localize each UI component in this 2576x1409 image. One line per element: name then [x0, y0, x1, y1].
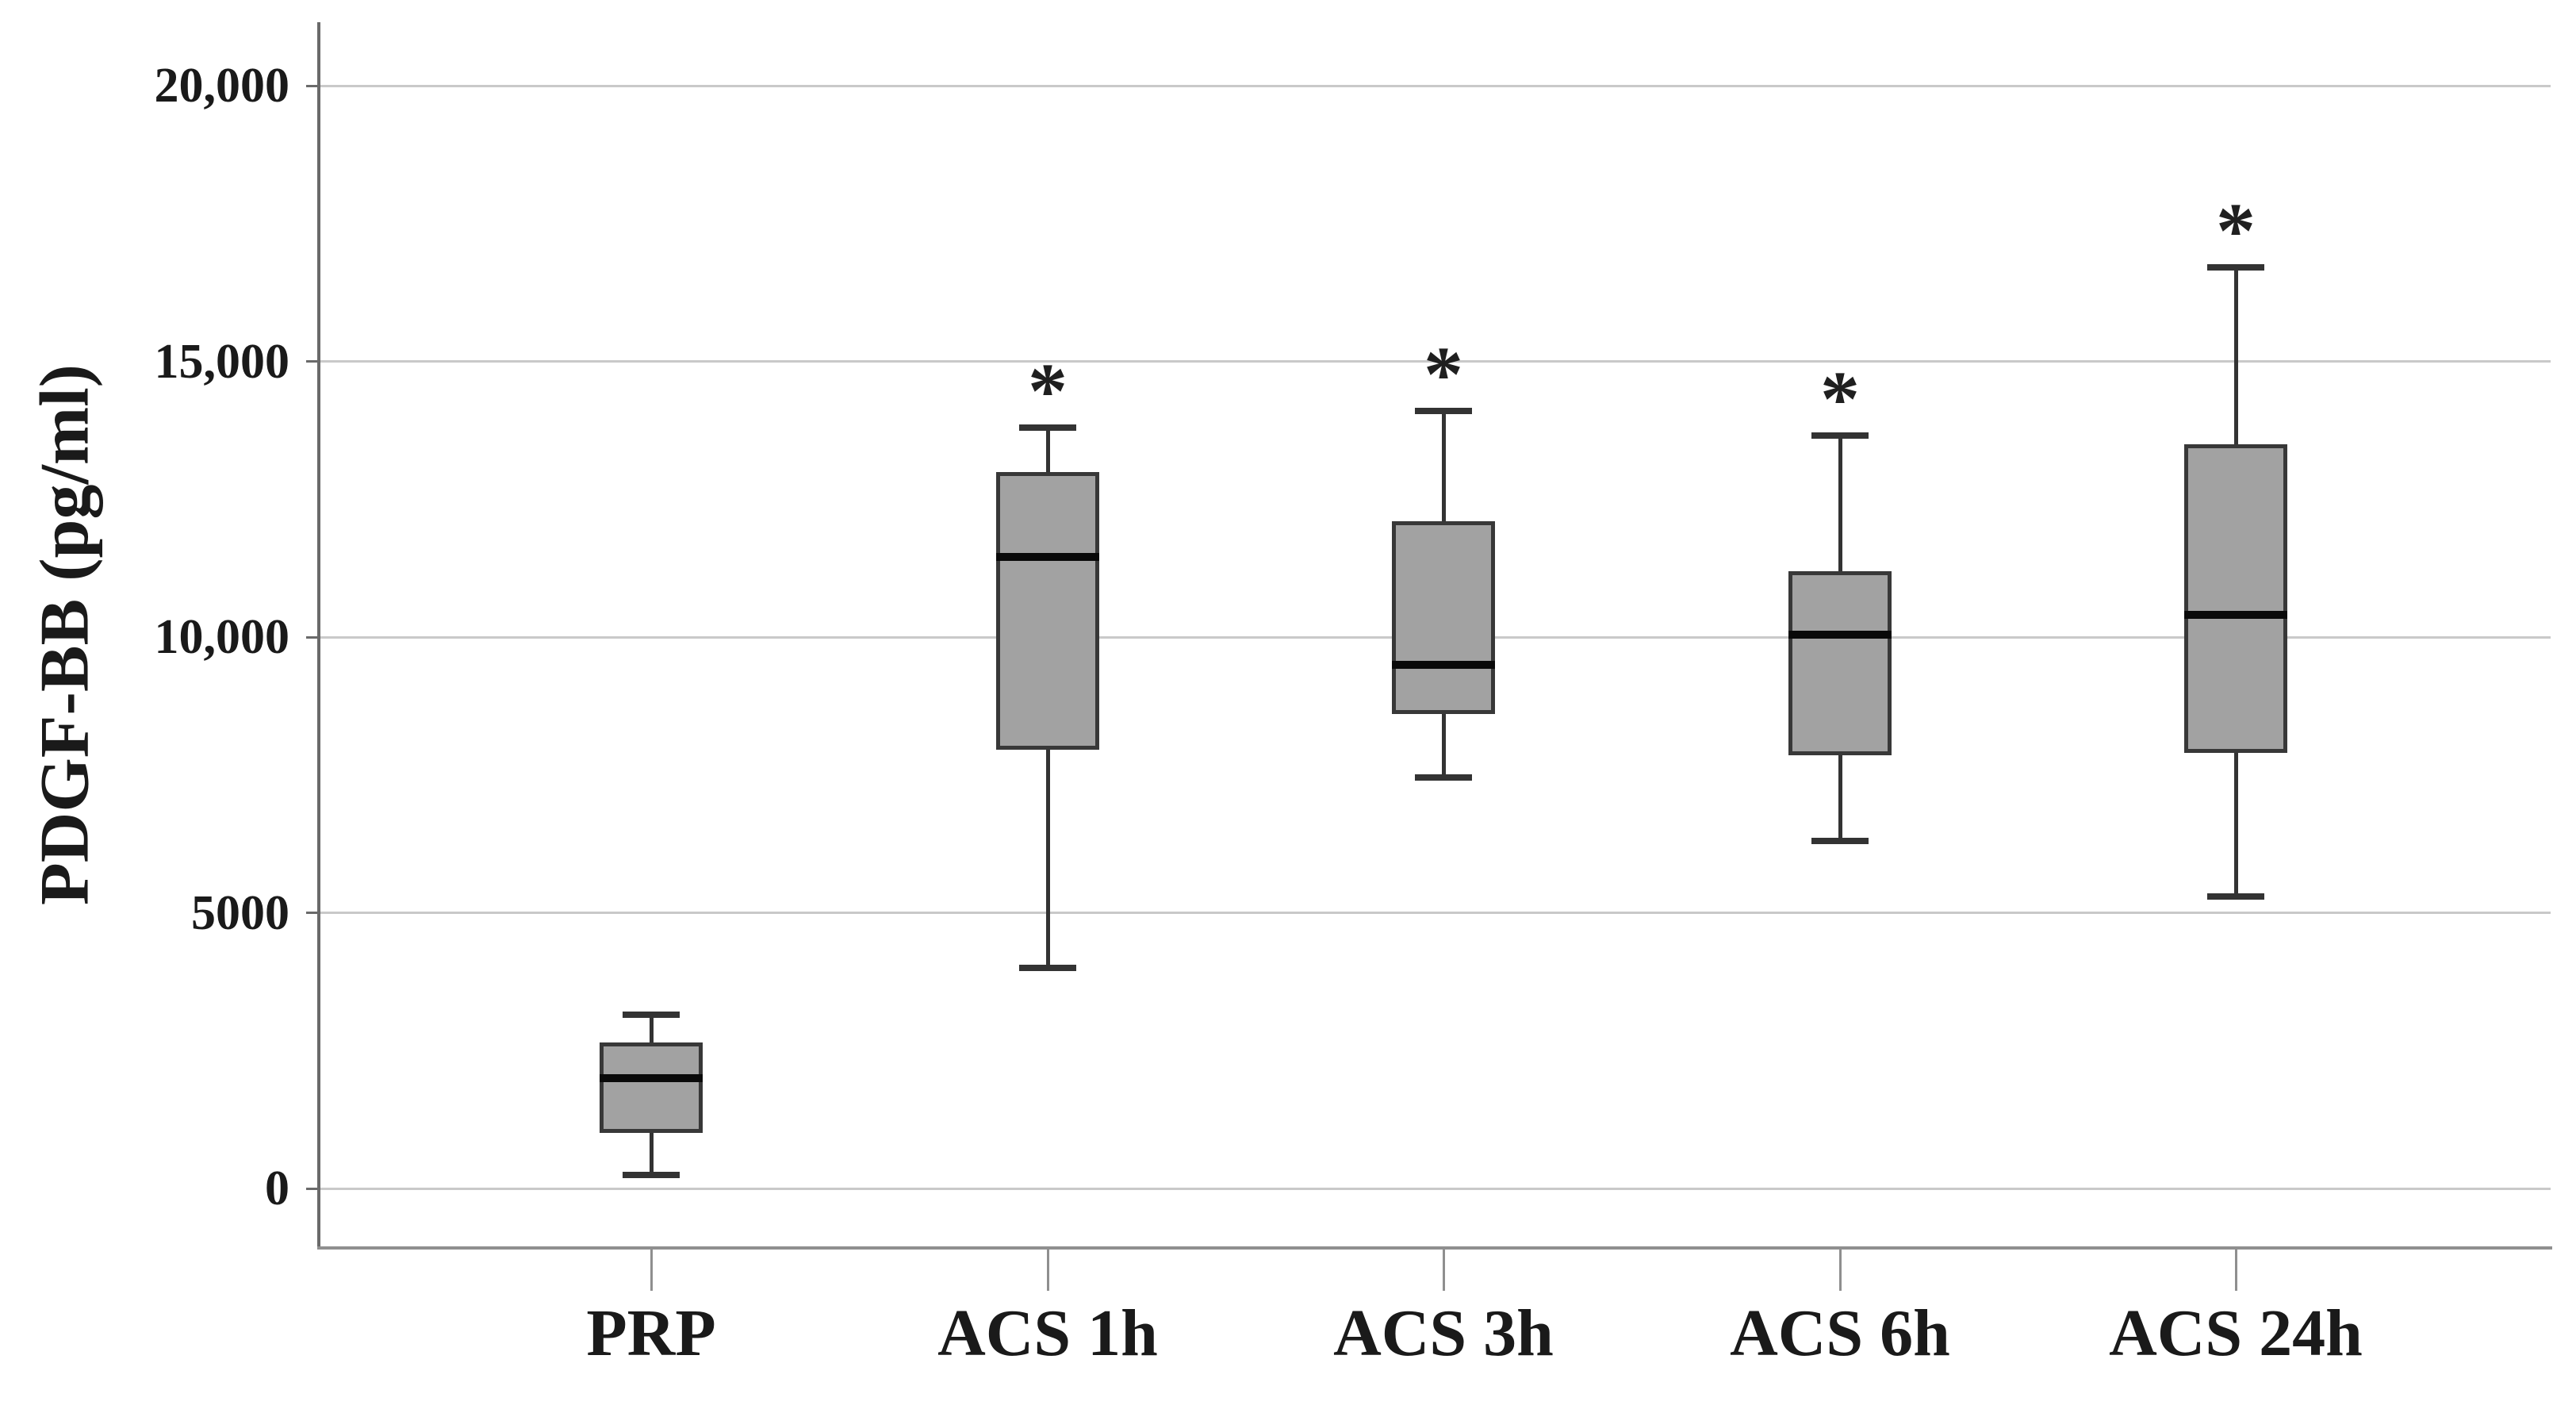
- median-line: [2184, 611, 2287, 620]
- y-tick-label-15000: 15,000: [154, 334, 290, 389]
- x-category-label-acs-3h: ACS 3h: [1333, 1296, 1554, 1370]
- x-category-label-prp: PRP: [586, 1296, 716, 1370]
- y-tick-label-0: 0: [265, 1161, 289, 1215]
- whisker-cap-bottom: [1811, 838, 1869, 845]
- y-tick-label-10000: 10,000: [154, 610, 290, 664]
- y-axis-line: [317, 22, 320, 1250]
- x-tick-prp: [650, 1250, 653, 1291]
- y-tick-10000: [306, 635, 319, 639]
- y-tick-0: [306, 1187, 319, 1190]
- median-line: [1788, 630, 1892, 639]
- iqr-box: [600, 1042, 703, 1134]
- y-tick-20000: [306, 84, 319, 87]
- x-tick-acs-6h: [1838, 1250, 1842, 1291]
- y-tick-label-5000: 5000: [191, 885, 289, 940]
- x-category-label-acs-1h: ACS 1h: [937, 1296, 1158, 1370]
- whisker-cap-top: [1019, 424, 1076, 431]
- whisker-cap-top: [1415, 408, 1472, 415]
- median-line: [996, 553, 1099, 562]
- iqr-box: [1392, 521, 1495, 715]
- whisker-cap-top: [623, 1012, 680, 1019]
- y-tick-15000: [306, 360, 319, 363]
- y-tick-5000: [306, 912, 319, 914]
- iqr-box: [1788, 570, 1892, 756]
- whisker-cap-bottom: [2207, 893, 2264, 900]
- whisker-cap-top: [1811, 432, 1869, 440]
- x-axis-baseline: [317, 1246, 2552, 1250]
- x-tick-acs-1h: [1046, 1250, 1049, 1291]
- iqr-box: [996, 471, 1099, 751]
- whisker-cap-bottom: [623, 1171, 680, 1178]
- significance-asterisk: *: [2216, 186, 2256, 275]
- x-category-label-acs-24h: ACS 24h: [2109, 1296, 2363, 1370]
- y-tick-label-20000: 20,000: [154, 59, 290, 113]
- significance-asterisk: *: [1820, 355, 1860, 443]
- gridline-15000: [319, 360, 2551, 363]
- significance-asterisk: *: [1424, 330, 1463, 419]
- iqr-box: [2184, 443, 2287, 753]
- x-category-label-acs-6h: ACS 6h: [1730, 1296, 1950, 1370]
- gridline-0: [319, 1187, 2551, 1190]
- median-line: [1392, 660, 1495, 669]
- gridline-5000: [319, 912, 2551, 914]
- whisker-cap-top: [2207, 264, 2264, 271]
- median-line: [600, 1074, 703, 1082]
- x-tick-acs-3h: [1442, 1250, 1445, 1291]
- whisker-cap-bottom: [1415, 774, 1472, 781]
- gridline-20000: [319, 84, 2551, 87]
- significance-asterisk: *: [1028, 346, 1068, 435]
- x-tick-acs-24h: [2234, 1250, 2237, 1291]
- whisker-cap-bottom: [1019, 965, 1076, 971]
